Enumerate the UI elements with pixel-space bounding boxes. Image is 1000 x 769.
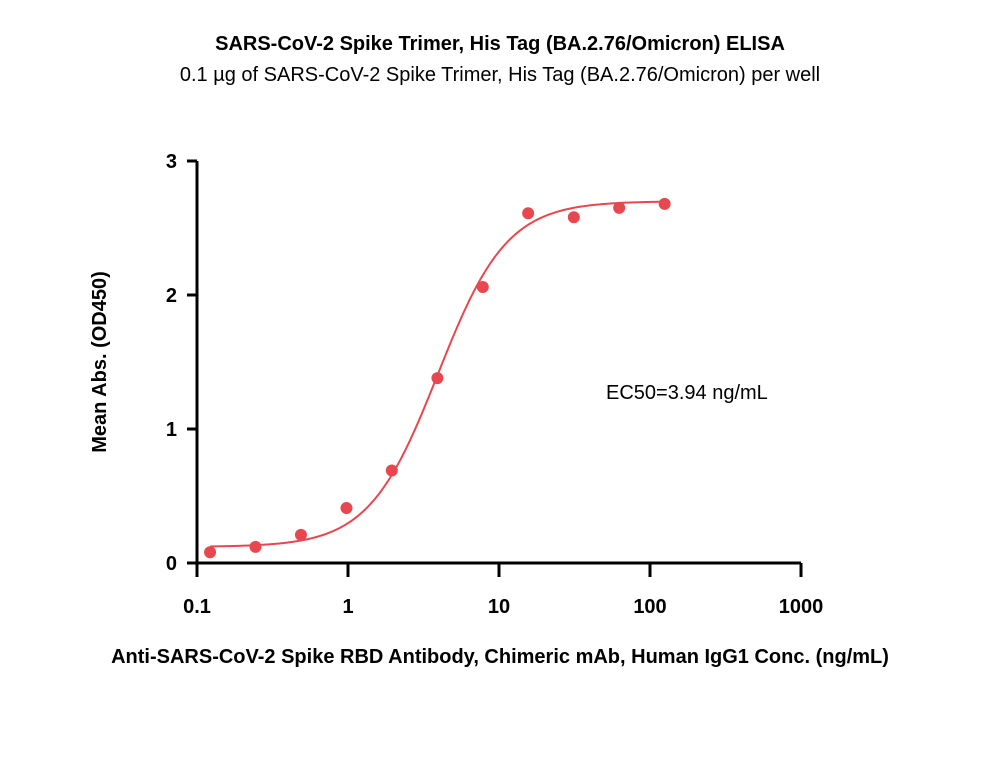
data-point xyxy=(567,211,580,224)
y-tick-label: 0 xyxy=(166,553,177,575)
y-axis-title: Mean Abs. (OD450) xyxy=(89,271,111,453)
ec50-annotation: EC50=3.94 ng/mL xyxy=(606,382,768,404)
y-tick-label: 2 xyxy=(166,285,177,307)
x-tick-label: 1000 xyxy=(779,596,824,618)
data-point xyxy=(613,201,626,214)
chart-labels: 0 1 2 3 0.1 1 10 100 1000 Anti-SARS-CoV-2 Spike R… xyxy=(89,151,889,668)
y-tick-label: 3 xyxy=(166,151,177,173)
y-tick-label: 1 xyxy=(166,419,177,441)
data-point xyxy=(385,464,398,477)
data-point xyxy=(204,546,217,559)
data-point xyxy=(249,540,262,553)
x-tick-label: 10 xyxy=(488,596,510,618)
chart-title: SARS-CoV-2 Spike Trimer, His Tag (BA.2.7… xyxy=(215,33,785,55)
x-tick-label: 0.1 xyxy=(183,596,211,618)
data-points xyxy=(204,197,671,559)
x-axis-title: Anti-SARS-CoV-2 Spike RBD Antibody, Chim… xyxy=(111,646,889,668)
data-point xyxy=(658,197,671,210)
chart-subtitle: 0.1 µg of SARS-CoV-2 Spike Trimer, His T… xyxy=(179,64,821,86)
data-point xyxy=(294,528,307,541)
data-point xyxy=(340,502,353,515)
data-point xyxy=(431,372,444,385)
x-tick-label: 100 xyxy=(633,596,666,618)
axes xyxy=(187,159,803,577)
data-point xyxy=(522,207,535,220)
data-point xyxy=(476,280,489,293)
x-tick-label: 1 xyxy=(342,596,353,618)
